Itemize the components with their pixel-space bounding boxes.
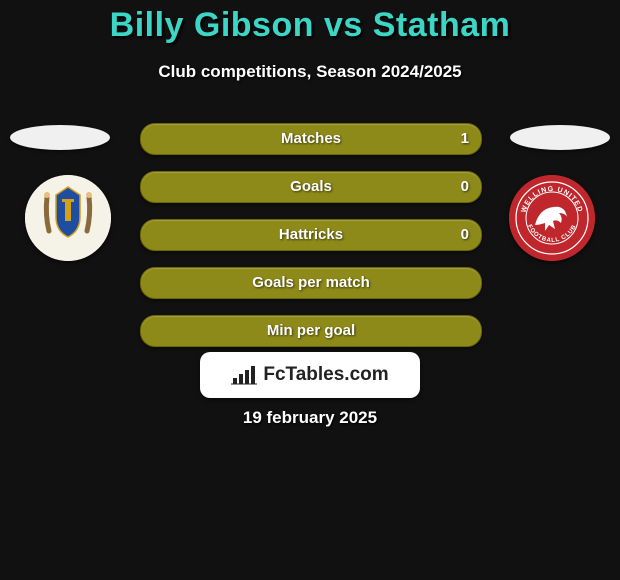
stat-label: Matches — [141, 124, 481, 154]
stat-label: Hattricks — [141, 220, 481, 250]
brand-badge: FcTables.com — [200, 352, 420, 398]
club-crest-left — [25, 175, 111, 261]
brand-text: FcTables.com — [263, 364, 388, 386]
stat-label: Goals — [141, 172, 481, 202]
stat-row-goals: Goals 0 — [140, 171, 482, 203]
stat-value-right: 0 — [461, 220, 469, 250]
player-left-avatar-placeholder — [10, 125, 110, 150]
subtitle: Club competitions, Season 2024/2025 — [0, 62, 620, 82]
crest-right-icon: WELLING UNITED FOOTBALL CLUB — [509, 175, 595, 261]
player-right-avatar-placeholder — [510, 125, 610, 150]
stat-row-matches: Matches 1 — [140, 123, 482, 155]
stat-row-hattricks: Hattricks 0 — [140, 219, 482, 251]
stat-value-right: 1 — [461, 124, 469, 154]
stat-row-goals-per-match: Goals per match — [140, 267, 482, 299]
crest-left-icon — [25, 175, 111, 261]
date-label: 19 february 2025 — [0, 408, 620, 428]
comparison-infographic: Billy Gibson vs Statham Club competition… — [0, 0, 620, 580]
stat-label: Goals per match — [141, 268, 481, 298]
stat-row-min-per-goal: Min per goal — [140, 315, 482, 347]
page-title: Billy Gibson vs Statham — [0, 6, 620, 45]
club-crest-right: WELLING UNITED FOOTBALL CLUB — [509, 175, 595, 261]
bar-chart-icon — [231, 364, 257, 386]
stat-value-right: 0 — [461, 172, 469, 202]
stat-label: Min per goal — [141, 316, 481, 346]
stats-bars: Matches 1 Goals 0 Hattricks 0 Goals per … — [140, 123, 480, 363]
